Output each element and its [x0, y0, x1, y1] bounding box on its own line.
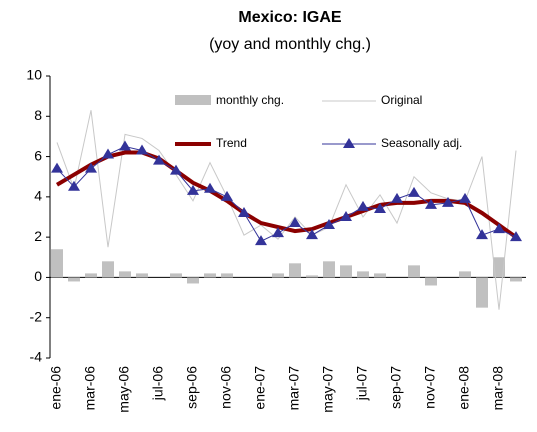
marker [374, 202, 386, 213]
bar [374, 273, 386, 278]
marker [102, 148, 114, 159]
marker [391, 192, 403, 203]
x-tick-label: ene-08 [456, 366, 472, 410]
marker [323, 219, 335, 230]
y-tick-label: 8 [34, 107, 42, 123]
marker [272, 227, 284, 238]
y-tick-label: 4 [34, 188, 42, 204]
marker [153, 154, 165, 165]
bar [340, 265, 352, 278]
bar [51, 249, 63, 278]
y-tick-label: 6 [34, 147, 42, 163]
marker [187, 184, 199, 195]
marker [442, 196, 454, 207]
x-tick-label: ene-06 [48, 366, 64, 410]
bar [425, 277, 437, 286]
bar [323, 261, 335, 278]
y-tick-label: -4 [30, 349, 43, 365]
x-tick-label: jul-06 [150, 366, 166, 401]
marker [510, 231, 522, 242]
bar [170, 273, 182, 278]
bar [272, 273, 284, 278]
bar [493, 257, 505, 278]
legend-label: Seasonally adj. [381, 136, 462, 150]
marker [136, 144, 148, 155]
y-tick-label: 0 [34, 268, 42, 284]
legend-label: Original [381, 93, 422, 107]
marker [408, 186, 420, 197]
marker [221, 190, 233, 201]
marker [459, 192, 471, 203]
marker [204, 182, 216, 193]
marker [238, 206, 250, 217]
x-tick-label: may-06 [116, 366, 132, 413]
x-tick-label: nov-07 [422, 366, 438, 409]
marker [289, 217, 301, 228]
marker [170, 164, 182, 175]
bar [408, 265, 420, 278]
x-tick-label: may-07 [320, 366, 336, 413]
line [56, 145, 517, 242]
legend-label: monthly chg. [216, 93, 284, 107]
marker [340, 211, 352, 221]
bar [306, 275, 318, 278]
bar [85, 273, 97, 278]
legend-swatch [175, 95, 211, 105]
marker [476, 229, 488, 240]
bar [476, 277, 488, 308]
y-tick-label: 2 [34, 228, 42, 244]
marker [306, 229, 318, 240]
bar [187, 277, 199, 284]
bar [119, 271, 131, 278]
marker [85, 162, 97, 173]
x-tick-label: jul-07 [354, 366, 370, 401]
x-tick-label: mar-07 [286, 366, 302, 411]
x-tick-label: ene-07 [252, 366, 268, 410]
legend: monthly chg. Original Trend Seasonally a… [175, 93, 462, 150]
x-tick-label: sep-07 [388, 366, 404, 409]
bar [510, 277, 522, 282]
marker [425, 198, 437, 209]
bar [102, 261, 114, 278]
bar [221, 273, 233, 278]
bar [459, 271, 471, 278]
marker [493, 223, 505, 234]
y-tick-label: 10 [26, 67, 42, 83]
bar [68, 277, 80, 282]
x-tick-label: mar-06 [82, 366, 98, 411]
x-tick-label: mar-08 [490, 366, 506, 411]
line [55, 150, 518, 239]
bar [357, 271, 369, 278]
y-tick-label: -2 [30, 308, 43, 324]
bar [289, 263, 301, 278]
marker [119, 140, 131, 151]
bar [204, 273, 216, 278]
chart-title: Mexico: IGAE [238, 9, 341, 26]
chart-subtitle: (yoy and monthly chg.) [209, 36, 371, 53]
bar [136, 273, 148, 278]
x-tick-label: sep-06 [184, 366, 200, 409]
marker [51, 162, 63, 173]
legend-marker [343, 138, 355, 148]
marker [255, 235, 267, 246]
marker [68, 180, 80, 191]
legend-label: Trend [216, 136, 247, 150]
marker [357, 200, 369, 211]
x-tick-label: nov-06 [218, 366, 234, 409]
